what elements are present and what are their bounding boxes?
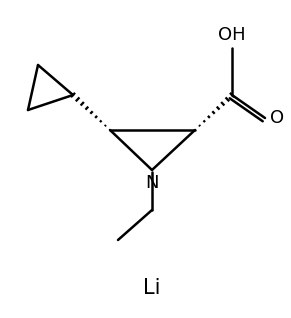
Text: OH: OH	[218, 26, 246, 44]
Text: N: N	[145, 174, 159, 192]
Text: Li: Li	[143, 278, 161, 298]
Text: O: O	[270, 109, 284, 127]
